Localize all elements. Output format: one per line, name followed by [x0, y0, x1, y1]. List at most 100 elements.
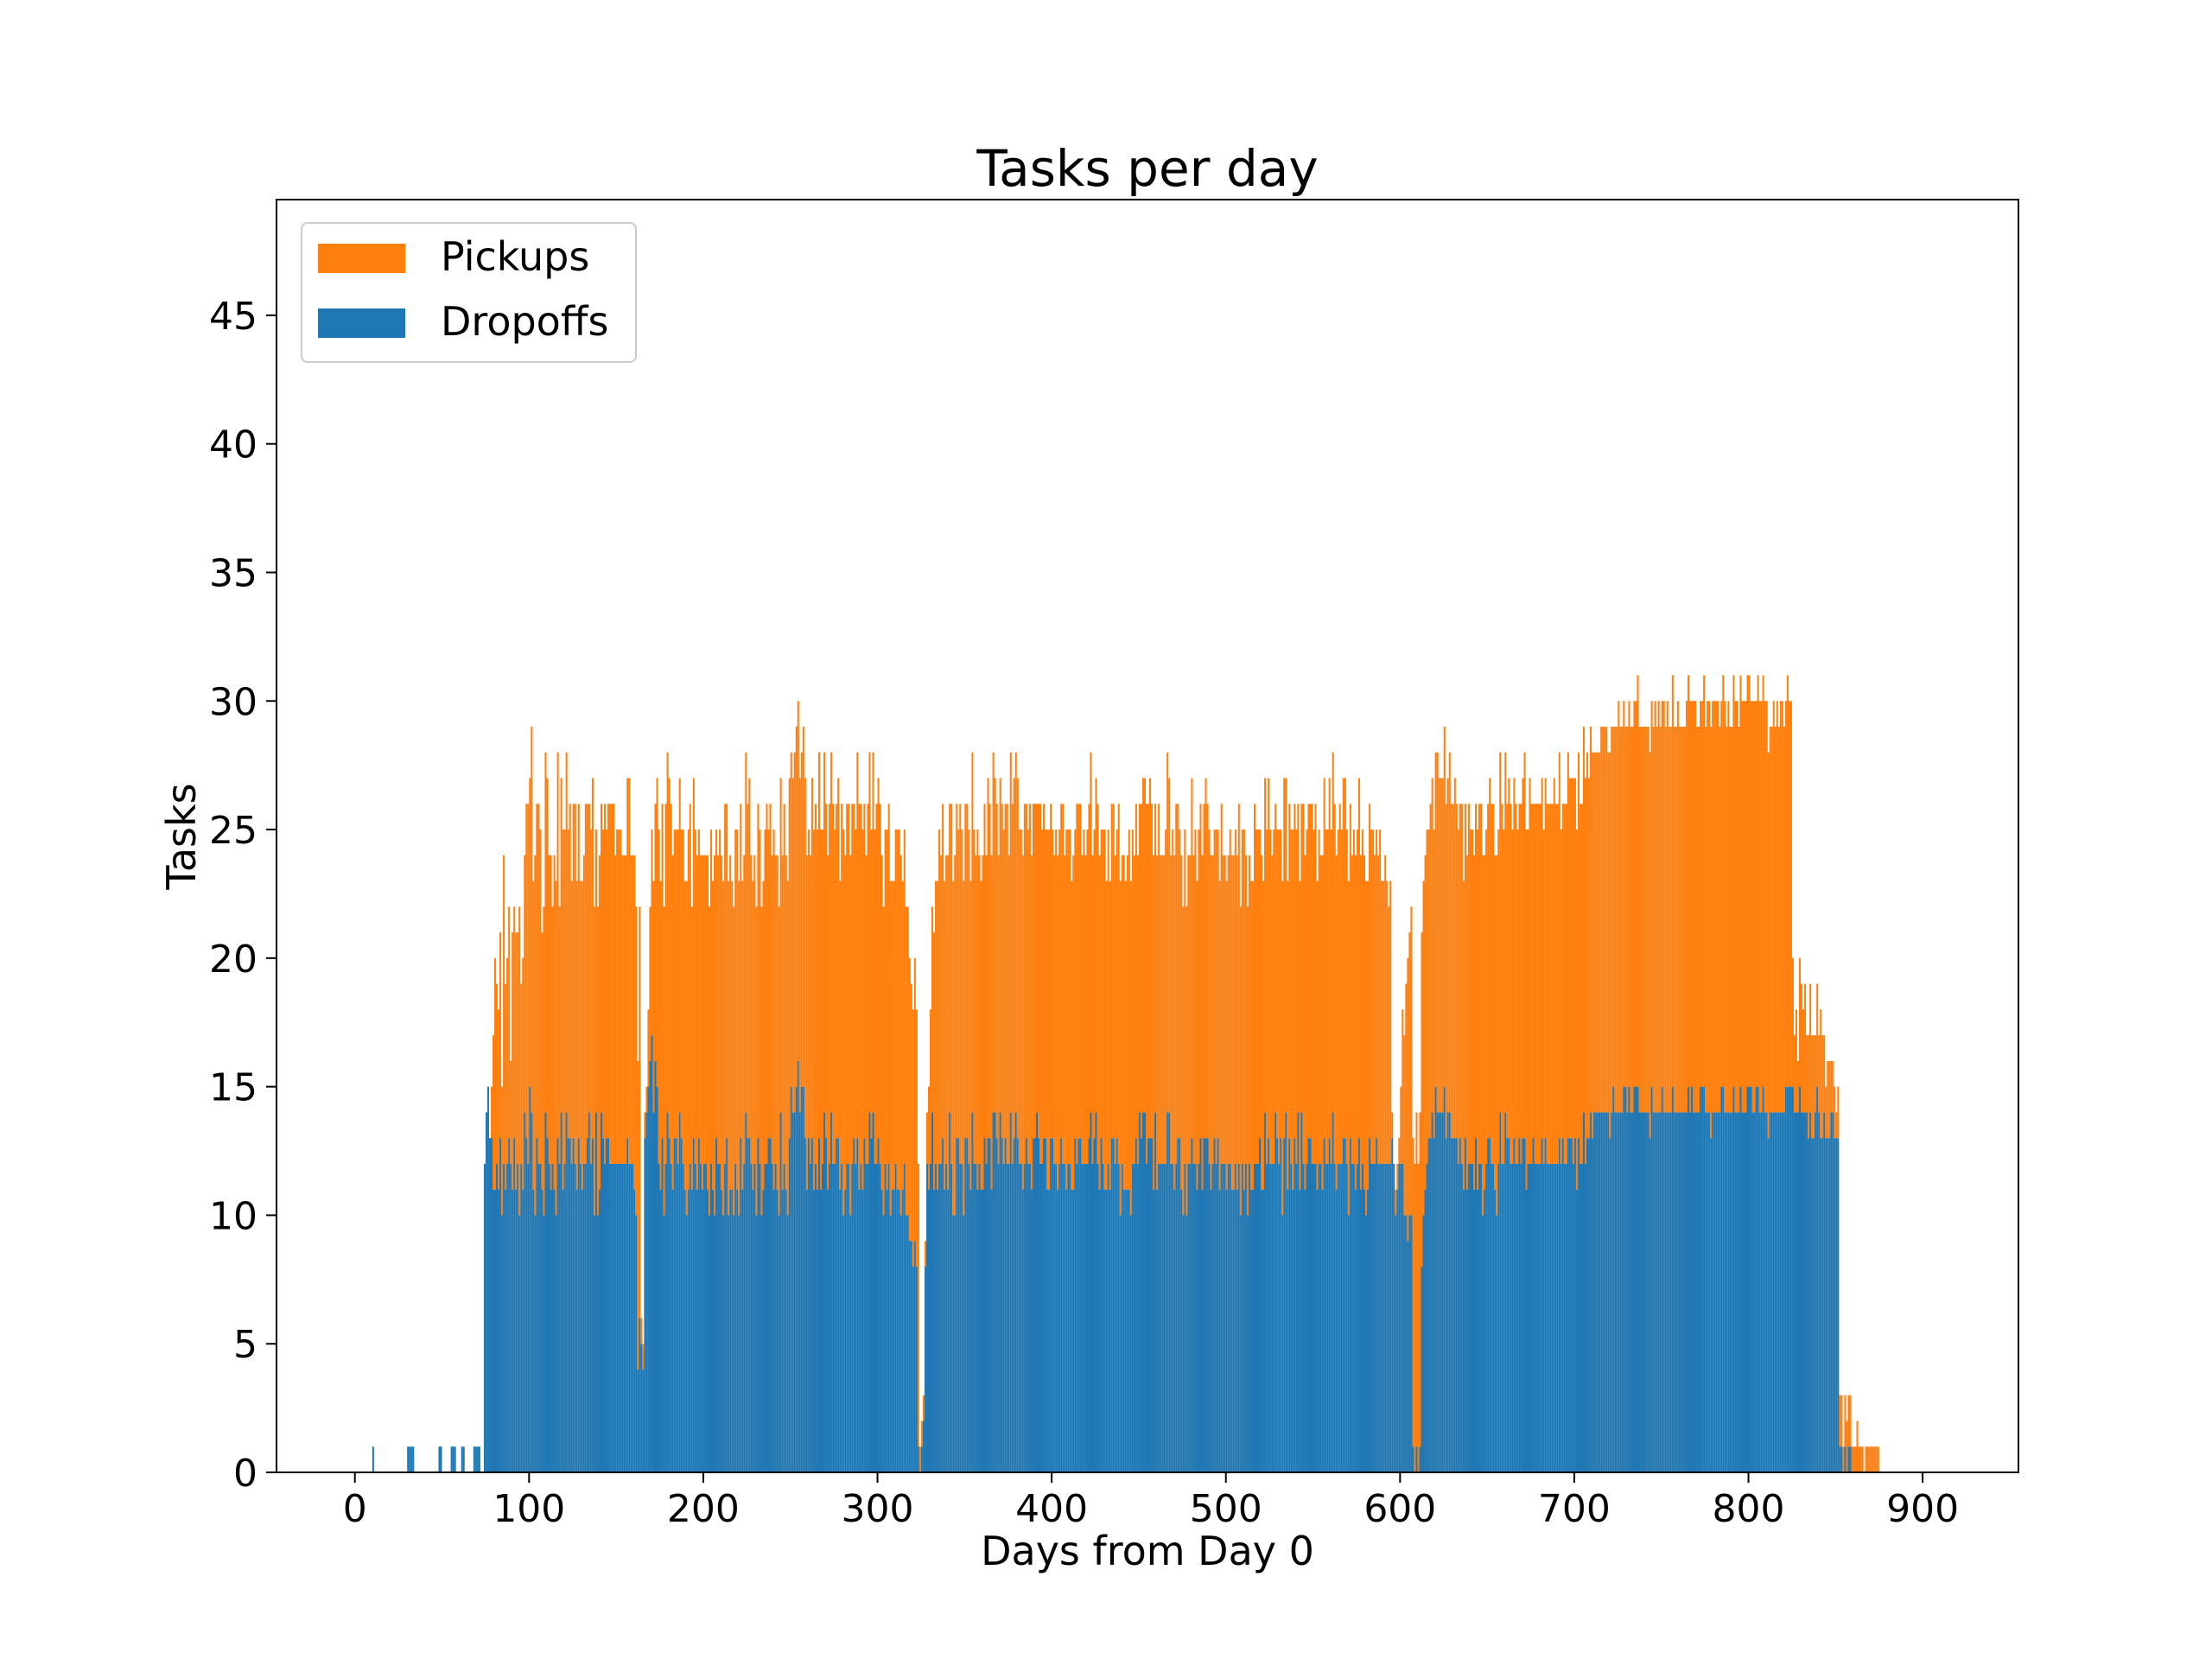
pickups-bar: [1191, 778, 1193, 1139]
pickups-bar: [1215, 830, 1217, 1164]
dropoffs-bar: [884, 1163, 887, 1472]
dropoffs-bar: [935, 1163, 938, 1472]
dropoffs-bar: [764, 1163, 766, 1472]
dropoffs-bar: [917, 1446, 919, 1472]
pickups-bar: [1086, 830, 1089, 1164]
pickups-bar: [1143, 778, 1146, 1113]
dropoffs-bar: [1830, 1112, 1833, 1472]
y-tick-label: 25: [209, 809, 257, 853]
pickups-bar: [1367, 880, 1370, 1190]
pickups-bar: [498, 1009, 500, 1190]
dropoffs-bar: [728, 1215, 730, 1472]
dropoffs-bar: [1287, 1189, 1289, 1472]
dropoffs-bar: [1746, 1086, 1749, 1472]
pickups-bar: [1551, 804, 1554, 1164]
pickups-bar: [577, 804, 580, 1139]
pickups-bar: [532, 880, 535, 1190]
dropoffs-bar: [1372, 1163, 1375, 1472]
y-axis-label: Tasks: [158, 783, 205, 890]
pickups-bar: [1491, 804, 1493, 1164]
dropoffs-bar: [776, 1189, 779, 1472]
pickups-bar: [708, 906, 710, 1216]
pickups-bar: [668, 778, 671, 1139]
pickups-bar: [1537, 804, 1540, 1164]
dropoffs-bar: [476, 1446, 479, 1472]
dropoffs-bar: [1208, 1163, 1211, 1472]
dropoffs-bar: [1300, 1112, 1303, 1472]
pickups-bar: [865, 855, 868, 1164]
pickups-bar: [548, 855, 550, 1164]
dropoffs-bar: [1544, 1138, 1547, 1472]
dropoffs-bar: [1249, 1189, 1252, 1472]
dropoffs-bar: [1090, 1112, 1092, 1472]
pickups-bar: [898, 830, 900, 1190]
pickups-bar: [529, 778, 531, 1087]
dropoffs-bar: [630, 1163, 632, 1472]
dropoffs-bar: [747, 1138, 749, 1472]
pickups-bar: [1788, 701, 1790, 1087]
dropoffs-bar: [440, 1446, 442, 1472]
pickups-bar: [1009, 752, 1012, 1113]
pickups-bar: [748, 778, 751, 1139]
dropoffs-bar: [708, 1215, 710, 1472]
pickups-bar: [1856, 1421, 1859, 1472]
pickups-bar: [1340, 830, 1343, 1164]
dropoffs-bar: [966, 1138, 969, 1472]
pickups-bar: [1403, 1035, 1406, 1216]
dropoffs-bar: [1273, 1163, 1275, 1472]
dropoffs-bar: [1016, 1138, 1019, 1472]
pickups-bar: [1683, 727, 1686, 1113]
pickups-bar: [1306, 830, 1308, 1164]
dropoffs-bar: [740, 1138, 742, 1472]
pickups-bar: [879, 804, 881, 1164]
dropoffs-bar: [927, 1189, 930, 1472]
dropoffs-bar: [541, 1189, 543, 1472]
pickups-bar: [903, 830, 906, 1164]
dropoffs-bar: [628, 1163, 631, 1472]
dropoffs-bar: [1121, 1163, 1123, 1472]
pickups-bar: [589, 830, 592, 1164]
dropoffs-bar: [551, 1163, 554, 1472]
dropoffs-bar: [651, 1035, 653, 1472]
dropoffs-bar: [1707, 1112, 1709, 1472]
pickups-bar: [774, 855, 777, 1164]
pickups-bar: [1666, 701, 1669, 1113]
dropoffs-bar: [1661, 1086, 1663, 1472]
dropoffs-bar: [1484, 1189, 1486, 1472]
dropoffs-bar: [1783, 1112, 1785, 1472]
pickups-bar: [1767, 752, 1770, 1139]
dropoffs-bar: [454, 1446, 456, 1472]
pickups-bar: [1781, 701, 1783, 1113]
pickups-bar: [899, 855, 902, 1216]
pickups-bar: [947, 855, 950, 1190]
pickups-bar: [1590, 727, 1592, 1113]
y-tick-label: 30: [209, 680, 257, 724]
dropoffs-bar: [924, 1266, 926, 1472]
pickups-bar: [689, 804, 691, 1164]
dropoffs-bar: [837, 1138, 840, 1472]
dropoffs-bar: [1361, 1163, 1363, 1472]
pickups-bar: [728, 880, 730, 1216]
dropoffs-bar: [1309, 1138, 1312, 1472]
dropoffs-bar: [1654, 1112, 1656, 1472]
legend-label: Dropoffs: [441, 298, 608, 345]
pickups-bar: [565, 752, 568, 1113]
pickups-bar: [1873, 1446, 1876, 1472]
pickups-bar: [1668, 727, 1670, 1113]
dropoffs-bar: [930, 1163, 932, 1472]
dropoffs-bar: [1607, 1112, 1610, 1472]
dropoffs-bar: [1755, 1086, 1758, 1472]
dropoffs-bar: [1715, 1112, 1718, 1472]
pickups-bar: [1273, 830, 1275, 1164]
pickups-bar: [1314, 804, 1317, 1164]
pickups-bar: [764, 830, 766, 1164]
pickups-bar: [1410, 906, 1413, 1216]
pickups-bar: [512, 932, 514, 1190]
pickups-bar: [659, 880, 662, 1190]
dropoffs-bar: [1354, 1189, 1357, 1472]
pickups-bar: [1095, 778, 1097, 1113]
pickups-bar: [581, 880, 583, 1190]
legend-swatch: [318, 244, 405, 273]
dropoffs-bar: [1455, 1138, 1458, 1472]
dropoffs-bar: [1789, 1086, 1792, 1472]
